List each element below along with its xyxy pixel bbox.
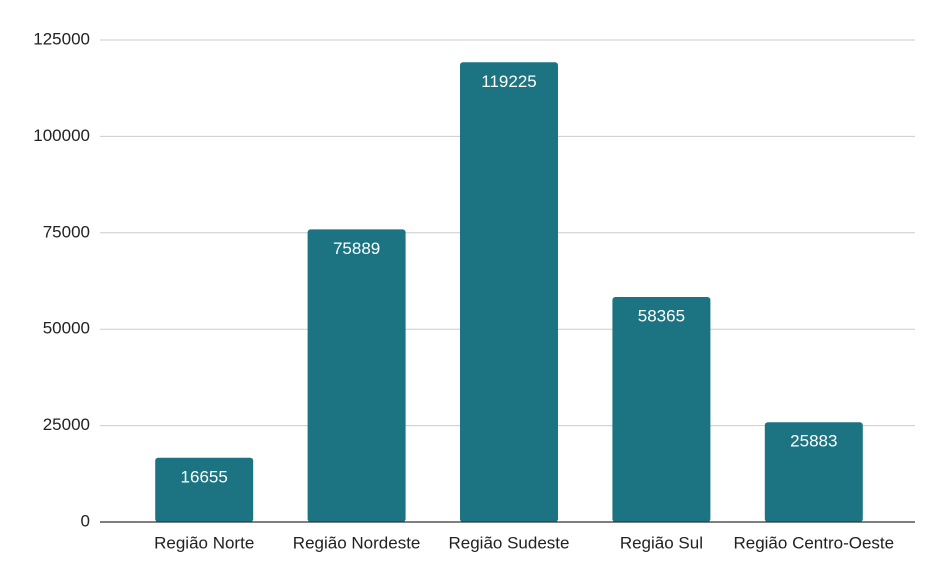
y-tick-label: 125000 (33, 29, 90, 48)
y-tick-label: 75000 (43, 222, 90, 241)
x-tick-label: Região Centro-Oeste (733, 533, 894, 552)
x-tick-label: Região Sudeste (449, 533, 570, 552)
y-tick-label: 100000 (33, 126, 90, 145)
bar (612, 296, 711, 522)
bar (307, 229, 406, 522)
bar (460, 62, 558, 522)
data-label: 16655 (181, 467, 228, 486)
y-tick-label: 50000 (43, 319, 90, 338)
data-label: 119225 (481, 72, 536, 91)
x-tick-label: Região Nordeste (293, 533, 421, 552)
y-tick-label: 0 (81, 511, 90, 530)
data-label: 25883 (790, 432, 837, 451)
y-tick-label: 25000 (43, 415, 90, 434)
bar (764, 422, 863, 522)
x-tick-label: Região Sul (620, 533, 703, 552)
bar (155, 457, 254, 522)
data-label: 75889 (333, 239, 380, 258)
data-label: 58365 (638, 306, 685, 325)
x-tick-label: Região Norte (154, 533, 254, 552)
